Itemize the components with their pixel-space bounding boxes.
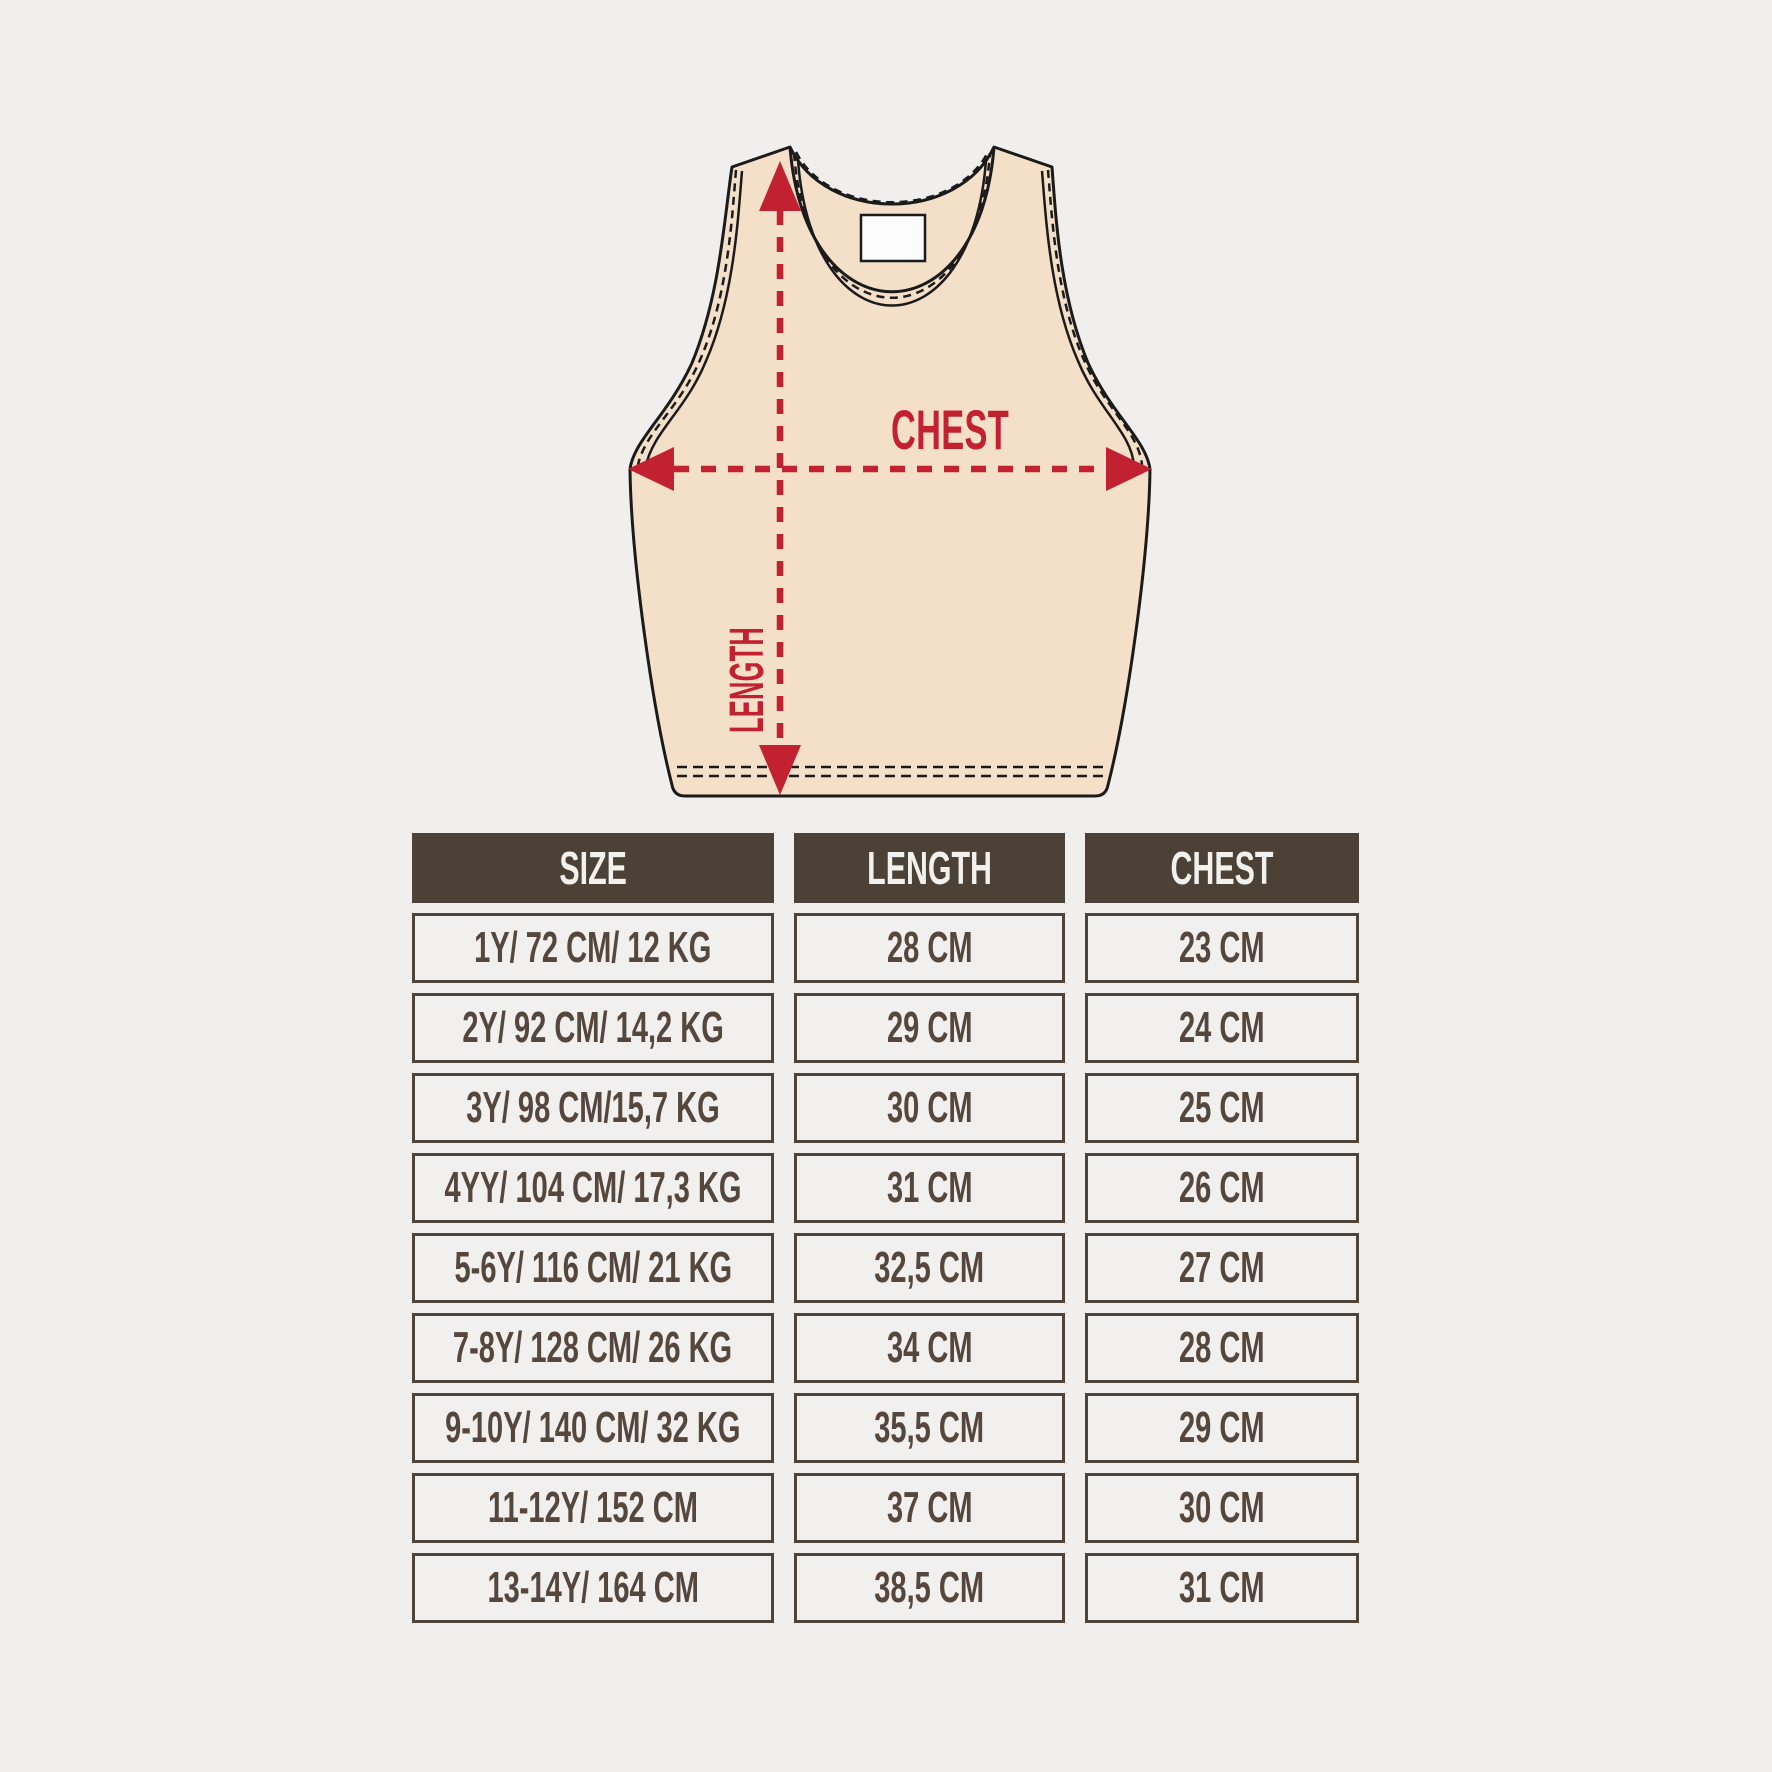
table-row-6-chest: 29 CM <box>1085 1393 1359 1463</box>
table-row-1-chest: 24 CM <box>1085 993 1359 1063</box>
table-row-1-length: 29 CM <box>794 993 1065 1063</box>
chest-arrow-left <box>628 447 674 491</box>
table-row-7-chest: 30 CM <box>1085 1473 1359 1543</box>
cell-text: 7-8Y/ 128 CM/ 26 KG <box>453 1323 733 1372</box>
header-length: LENGTH <box>794 833 1065 903</box>
table-row-3-chest: 26 CM <box>1085 1153 1359 1223</box>
left-armhole-stitch <box>636 169 738 466</box>
cell-text: 29 CM <box>1179 1403 1265 1452</box>
length-arrow-top <box>759 161 801 211</box>
front-neckline-binding <box>796 159 988 307</box>
table-row-7-size: 11-12Y/ 152 CM <box>412 1473 774 1543</box>
length-arrow-bottom <box>759 745 801 795</box>
right-armhole-binding <box>1040 170 1136 467</box>
chest-arrow-right <box>1106 447 1152 491</box>
table-row-4-chest: 27 CM <box>1085 1233 1359 1303</box>
cell-text: 4YY/ 104 CM/ 17,3 KG <box>444 1163 742 1212</box>
table-row-5-size: 7-8Y/ 128 CM/ 26 KG <box>412 1313 774 1383</box>
header-chest-label: CHEST <box>1170 842 1274 894</box>
cell-text: 27 CM <box>1179 1243 1265 1292</box>
size-table: SIZE LENGTH CHEST 1Y/ 72 CM/ 12 KG 28 CM… <box>412 833 1359 1623</box>
cell-text: 2Y/ 92 CM/ 14,2 KG <box>462 1003 724 1052</box>
table-row-4-size: 5-6Y/ 116 CM/ 21 KG <box>412 1233 774 1303</box>
cell-text: 28 CM <box>886 923 973 972</box>
cell-text: 31 CM <box>886 1163 973 1212</box>
right-armhole-stitch <box>1046 169 1144 466</box>
cell-text: 38,5 CM <box>874 1563 985 1612</box>
cell-text: 32,5 CM <box>874 1243 985 1292</box>
back-neck-stitch <box>794 151 990 204</box>
header-size-label: SIZE <box>559 842 627 894</box>
cell-text: 34 CM <box>886 1323 973 1372</box>
cell-text: 25 CM <box>1179 1083 1265 1132</box>
table-row-0-size: 1Y/ 72 CM/ 12 KG <box>412 913 774 983</box>
cell-text: 1Y/ 72 CM/ 12 KG <box>474 923 712 972</box>
left-armhole-binding <box>644 170 744 467</box>
table-row-8-size: 13-14Y/ 164 CM <box>412 1553 774 1623</box>
cell-text: 9-10Y/ 140 CM/ 32 KG <box>445 1403 741 1452</box>
table-row-8-chest: 31 CM <box>1085 1553 1359 1623</box>
table-row-7-length: 37 CM <box>794 1473 1065 1543</box>
cell-text: 3Y/ 98 CM/15,7 KG <box>466 1083 720 1132</box>
table-row-2-chest: 25 CM <box>1085 1073 1359 1143</box>
cell-text: 29 CM <box>886 1003 973 1052</box>
table-row-0-chest: 23 CM <box>1085 913 1359 983</box>
cell-text: 13-14Y/ 164 CM <box>487 1563 699 1612</box>
chest-measure-label: CHEST <box>891 398 1009 461</box>
header-chest: CHEST <box>1085 833 1359 903</box>
table-row-6-size: 9-10Y/ 140 CM/ 32 KG <box>412 1393 774 1463</box>
table-row-1-size: 2Y/ 92 CM/ 14,2 KG <box>412 993 774 1063</box>
header-size: SIZE <box>412 833 774 903</box>
garment-diagram: CHEST LENGTH <box>620 115 1160 815</box>
cell-text: 28 CM <box>1179 1323 1265 1372</box>
length-measure-label: LENGTH <box>721 627 774 733</box>
table-row-4-length: 32,5 CM <box>794 1233 1065 1303</box>
cell-text: 30 CM <box>1179 1483 1265 1532</box>
table-row-3-length: 31 CM <box>794 1153 1065 1223</box>
cell-text: 37 CM <box>886 1483 973 1532</box>
cell-text: 5-6Y/ 116 CM/ 21 KG <box>454 1243 732 1292</box>
table-row-2-size: 3Y/ 98 CM/15,7 KG <box>412 1073 774 1143</box>
cell-text: 24 CM <box>1179 1003 1265 1052</box>
tank-top-illustration: CHEST LENGTH <box>628 145 1152 798</box>
table-row-5-chest: 28 CM <box>1085 1313 1359 1383</box>
cell-text: 30 CM <box>886 1083 973 1132</box>
header-length-label: LENGTH <box>867 842 992 894</box>
table-row-3-size: 4YY/ 104 CM/ 17,3 KG <box>412 1153 774 1223</box>
cell-text: 23 CM <box>1179 923 1265 972</box>
cell-text: 11-12Y/ 152 CM <box>488 1483 698 1532</box>
care-label <box>859 213 927 263</box>
cell-text: 26 CM <box>1179 1163 1265 1212</box>
cell-text: 35,5 CM <box>874 1403 985 1452</box>
table-row-6-length: 35,5 CM <box>794 1393 1065 1463</box>
table-row-8-length: 38,5 CM <box>794 1553 1065 1623</box>
cell-text: 31 CM <box>1179 1563 1265 1612</box>
table-row-5-length: 34 CM <box>794 1313 1065 1383</box>
table-row-2-length: 30 CM <box>794 1073 1065 1143</box>
table-row-0-length: 28 CM <box>794 913 1065 983</box>
